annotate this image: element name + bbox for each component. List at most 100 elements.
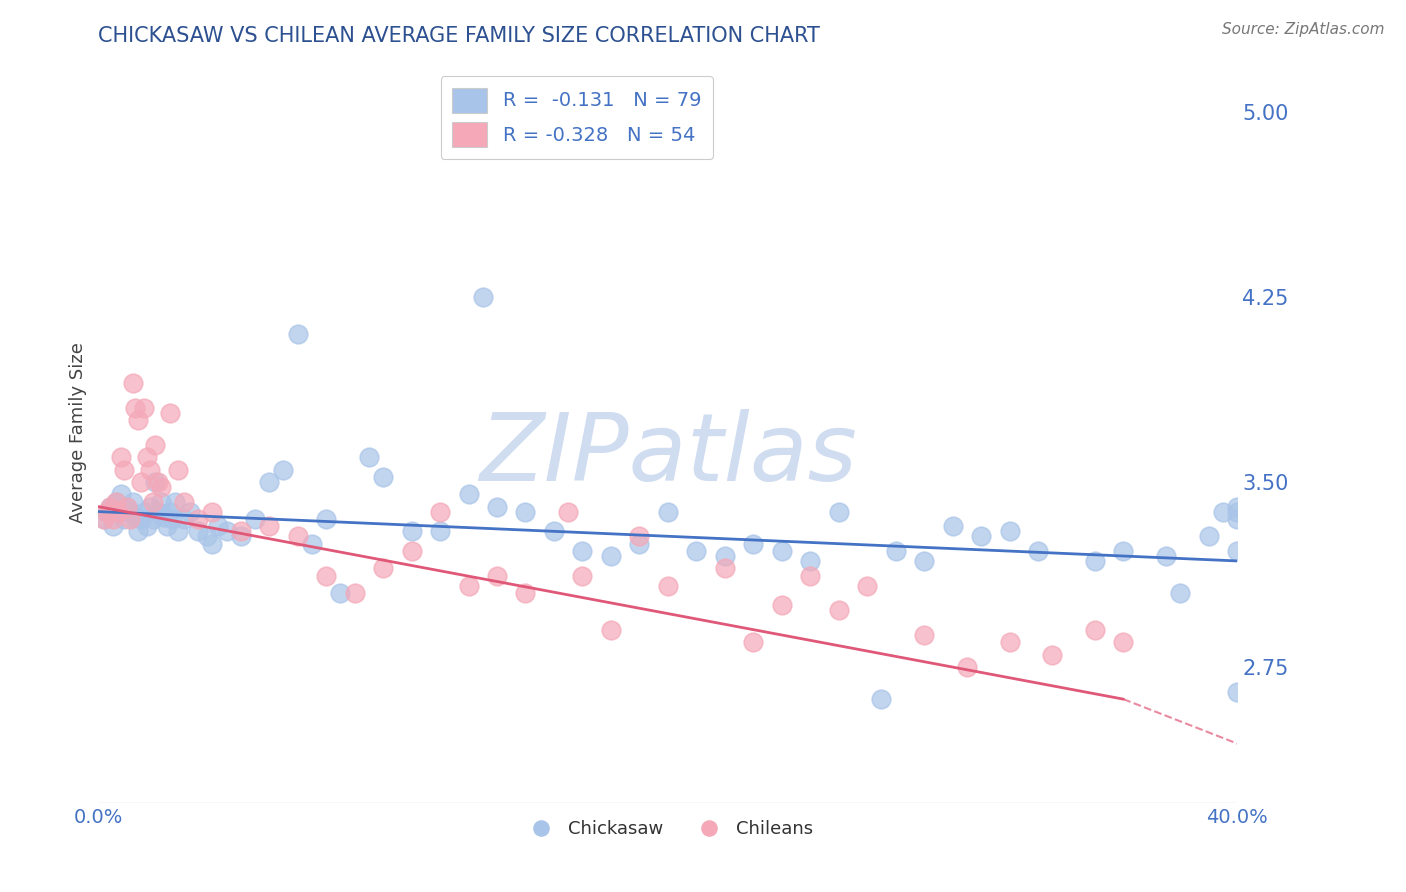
Point [129,475,152,489]
Point [998,635,1021,649]
Point [1226,505,1249,519]
Point [357,450,380,465]
Point [121,376,143,391]
Legend: Chickasaw, Chileans: Chickasaw, Chileans [516,814,820,846]
Point [124,509,146,524]
Point [912,554,935,568]
Point [273,463,295,477]
Point [1084,554,1107,568]
Point [600,549,623,563]
Point [110,450,132,465]
Point [207,519,229,533]
Point [301,537,323,551]
Point [243,512,266,526]
Point [942,519,965,533]
Point [1226,544,1249,558]
Point [195,529,218,543]
Point [124,401,146,415]
Point [956,660,979,674]
Point [101,512,124,526]
Point [259,519,281,533]
Point [179,505,201,519]
Point [371,470,394,484]
Point [1170,586,1192,600]
Point [371,561,394,575]
Point [1212,505,1234,519]
Point [828,603,851,617]
Point [215,524,238,539]
Point [135,450,157,465]
Point [145,438,167,452]
Point [127,413,149,427]
Point [127,524,149,539]
Point [315,512,337,526]
Point [799,568,821,582]
Point [145,475,167,489]
Point [714,561,737,575]
Point [259,475,281,489]
Point [138,463,160,477]
Point [856,579,879,593]
Point [107,505,129,519]
Point [571,544,593,558]
Text: ZIPatlas: ZIPatlas [479,409,856,500]
Point [1112,544,1135,558]
Point [138,500,160,514]
Point [98,500,121,514]
Point [104,494,127,508]
Point [657,579,679,593]
Text: CHICKASAW VS CHILEAN AVERAGE FAMILY SIZE CORRELATION CHART: CHICKASAW VS CHILEAN AVERAGE FAMILY SIZE… [98,26,820,45]
Point [110,487,132,501]
Point [1154,549,1177,563]
Point [515,586,537,600]
Point [770,544,793,558]
Point [557,505,579,519]
Point [714,549,737,563]
Point [1198,529,1220,543]
Point [141,494,163,508]
Point [401,544,423,558]
Point [1112,635,1135,649]
Point [156,519,179,533]
Point [515,505,537,519]
Point [657,505,679,519]
Text: Source: ZipAtlas.com: Source: ZipAtlas.com [1222,22,1385,37]
Point [132,401,155,415]
Point [628,529,651,543]
Point [201,505,224,519]
Point [1226,500,1249,514]
Point [148,475,170,489]
Point [93,512,115,526]
Point [167,463,190,477]
Point [150,480,173,494]
Point [1226,685,1249,699]
Point [685,544,707,558]
Point [121,494,143,508]
Point [107,505,129,519]
Point [600,623,623,637]
Point [429,505,451,519]
Point [115,500,138,514]
Point [96,505,118,519]
Point [287,529,309,543]
Point [104,494,127,508]
Point [115,500,138,514]
Point [98,500,121,514]
Point [1226,512,1249,526]
Point [970,529,993,543]
Point [486,568,509,582]
Point [998,524,1021,539]
Point [1026,544,1049,558]
Point [167,524,190,539]
Point [187,524,209,539]
Point [187,512,209,526]
Point [162,512,184,526]
Point [571,568,593,582]
Point [229,524,252,539]
Point [343,586,366,600]
Point [543,524,565,539]
Point [93,512,115,526]
Point [150,494,173,508]
Point [132,505,155,519]
Point [870,692,893,706]
